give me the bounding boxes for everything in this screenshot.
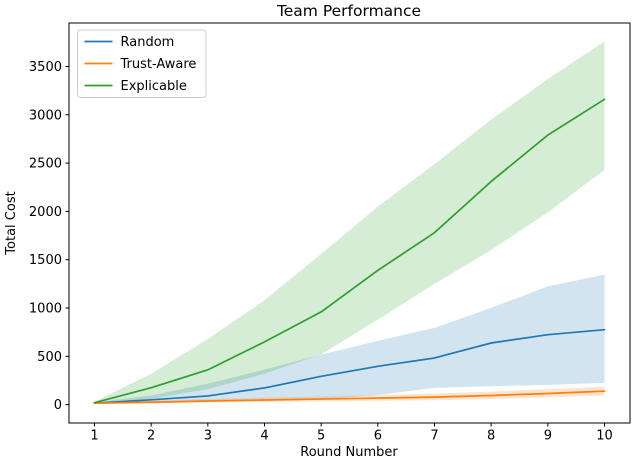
- legend-label-explicable: Explicable: [121, 79, 187, 94]
- x-tick-label: 4: [260, 429, 268, 444]
- x-tick-label: 8: [487, 429, 495, 444]
- series-line-random: [93, 328, 606, 405]
- x-tick-label: 3: [204, 429, 212, 444]
- y-tick-label: 2000: [29, 205, 62, 220]
- legend-item-random: Random: [84, 35, 175, 50]
- x-tick-label: 9: [544, 429, 552, 444]
- legend-label-trust-aware: Trust-Aware: [120, 57, 197, 72]
- ticks-layer: 1 2 3 4 5 6 7 8 9 10 0 500 1000 1500 2000 2500 3000 3500: [29, 60, 613, 444]
- y-tick-label: 3000: [29, 108, 62, 123]
- series-line-explicable: [93, 98, 606, 404]
- legend-box: [77, 29, 207, 98]
- x-tick-label: 1: [90, 429, 98, 444]
- legend-item-explicable: Explicable: [84, 79, 187, 94]
- y-tick-label: 2500: [29, 157, 62, 172]
- series-band-explicable: [94, 41, 605, 404]
- chart-title: Team Performance: [276, 2, 421, 20]
- y-tick-label: 0: [54, 398, 62, 413]
- plot-border: [68, 22, 631, 424]
- series-band-trust-aware: [94, 386, 605, 404]
- y-axis-label: Total Cost: [4, 191, 19, 255]
- x-axis-label: Round Number: [300, 445, 398, 460]
- axes-layer: [68, 22, 631, 424]
- y-tick-label: 1000: [29, 302, 62, 317]
- series-line-trust-aware: [93, 390, 606, 405]
- legend-label-random: Random: [121, 35, 175, 50]
- x-tick-label: 10: [596, 429, 613, 444]
- series-lines-layer: [93, 98, 606, 405]
- legend-item-trust-aware: Trust-Aware: [84, 57, 197, 72]
- x-tick-label: 7: [430, 429, 438, 444]
- legend: Random Trust-Aware Explicable: [77, 29, 207, 98]
- x-tick-label: 6: [374, 429, 382, 444]
- confidence-bands-layer: [94, 41, 605, 404]
- y-tick-label: 500: [37, 350, 62, 365]
- series-band-random: [94, 274, 605, 404]
- x-tick-label: 5: [317, 429, 325, 444]
- x-tick-label: 2: [147, 429, 155, 444]
- y-tick-label: 1500: [29, 253, 62, 268]
- y-tick-label: 3500: [29, 60, 62, 75]
